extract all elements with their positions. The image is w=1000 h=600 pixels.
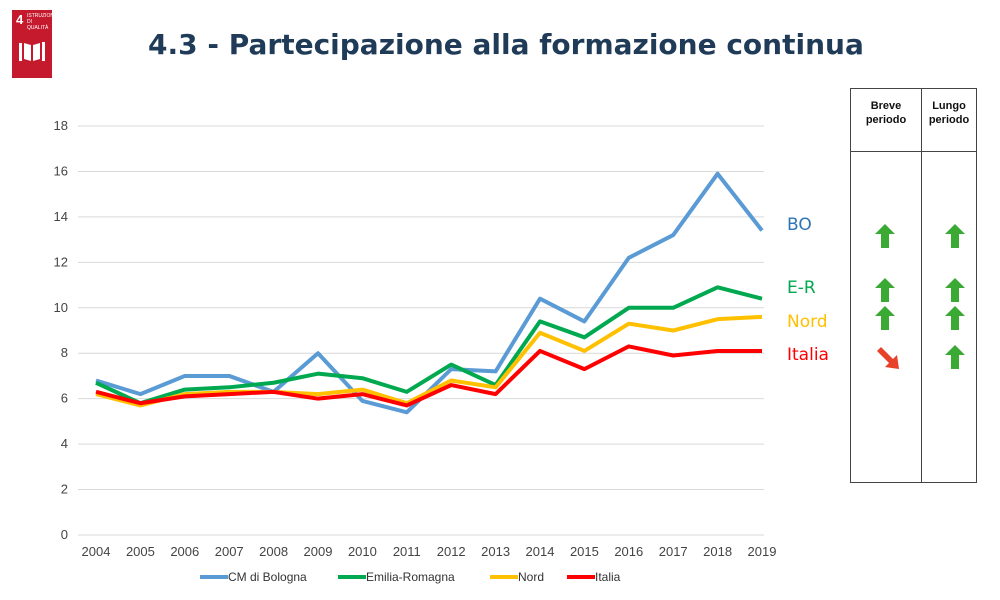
- series-label-bo: BO: [787, 215, 812, 235]
- x-tick-label: 2010: [348, 544, 377, 559]
- y-tick-label: 6: [61, 391, 68, 406]
- x-tick-label: 2015: [570, 544, 599, 559]
- x-axis-ticks: 2004 2005 2006 2007 2008 2009 2010 2011 2012 2013…: [82, 544, 777, 559]
- x-tick-label: 2009: [304, 544, 333, 559]
- header-lungo-periodo: Lungo periodo: [928, 100, 970, 126]
- x-tick-label: 2018: [703, 544, 732, 559]
- x-tick-label: 2006: [170, 544, 199, 559]
- x-tick-label: 2016: [614, 544, 643, 559]
- arrow-up-icon: [875, 224, 895, 248]
- series-label-er: E-R: [787, 278, 816, 298]
- x-tick-label: 2008: [259, 544, 288, 559]
- y-tick-label: 10: [54, 300, 68, 315]
- page-title: 4.3 - Partecipazione alla formazione con…: [148, 28, 864, 61]
- legend-label: Nord: [518, 570, 544, 584]
- sdg-number: 4: [16, 12, 24, 27]
- y-tick-label: 12: [54, 254, 68, 269]
- x-tick-label: 2011: [393, 544, 421, 559]
- book-icon: [19, 42, 45, 61]
- trend-table: Breve periodo Lungo periodo: [850, 88, 977, 483]
- arrow-up-icon: [875, 306, 895, 330]
- y-tick-label: 0: [61, 527, 68, 542]
- x-tick-label: 2017: [659, 544, 688, 559]
- x-tick-label: 2007: [215, 544, 244, 559]
- y-tick-label: 14: [54, 209, 68, 224]
- legend-label: Emilia-Romagna: [366, 570, 455, 584]
- y-tick-label: 4: [61, 436, 68, 451]
- arrow-up-icon: [945, 345, 965, 369]
- legend-label: Italia: [595, 570, 621, 584]
- x-tick-label: 2014: [526, 544, 555, 559]
- y-axis-ticks: 0 2 4 6 8 10 12 14 16 18: [54, 118, 68, 542]
- series-line-nord: [95, 314, 763, 408]
- grid-lines: [78, 125, 764, 536]
- arrow-up-icon: [875, 278, 895, 302]
- legend-label: CM di Bologna: [228, 570, 307, 584]
- arrow-up-icon: [945, 306, 965, 330]
- series-lines: [95, 171, 764, 415]
- series-line-emilia-romagna: [95, 285, 763, 406]
- x-tick-label: 2004: [82, 544, 111, 559]
- arrow-up-icon: [945, 224, 965, 248]
- arrow-up-icon: [945, 278, 965, 302]
- series-label-nord: Nord: [787, 312, 828, 332]
- arrow-down-right-icon: [877, 347, 899, 369]
- y-tick-label: 18: [54, 118, 68, 133]
- x-tick-label: 2005: [126, 544, 155, 559]
- y-tick-label: 8: [61, 345, 68, 360]
- header-breve-periodo: Breve periodo: [865, 100, 907, 126]
- y-tick-label: 16: [54, 163, 68, 178]
- x-tick-label: 2012: [437, 544, 466, 559]
- x-tick-label: 2013: [481, 544, 510, 559]
- sdg-text: ISTRUZIONE DI QUALITÀ: [27, 13, 58, 31]
- sdg-4-logo: 4 ISTRUZIONE DI QUALITÀ: [12, 10, 58, 78]
- x-tick-label: 2019: [748, 544, 777, 559]
- series-line-italia: [95, 344, 762, 408]
- y-tick-label: 2: [61, 482, 68, 497]
- legend: CM di Bologna Emilia-Romagna Nord Italia: [200, 570, 621, 584]
- series-label-italia: Italia: [787, 345, 829, 365]
